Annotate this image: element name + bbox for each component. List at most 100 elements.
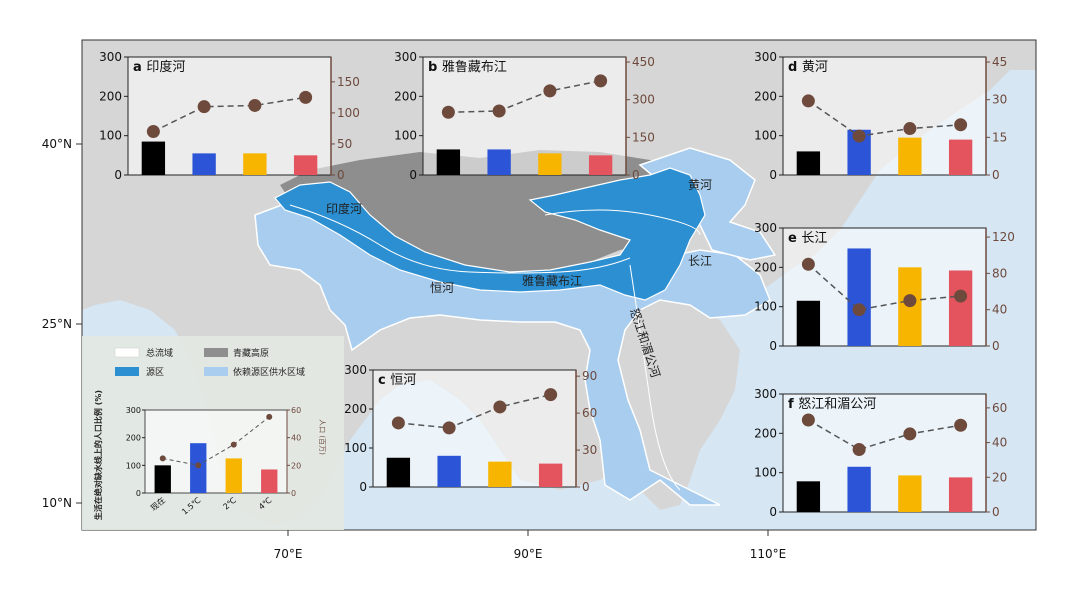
- legend-population-dot-4: [266, 413, 273, 420]
- bar-2: [847, 248, 871, 346]
- map-frame: [81, 39, 1037, 531]
- left-tick-label: 0: [114, 168, 122, 182]
- population-dot-3: [903, 122, 917, 136]
- bar-1: [436, 149, 461, 175]
- right-tick-label: 20: [992, 470, 1007, 484]
- bar-2: [437, 455, 461, 487]
- left-tick-label: 0: [409, 168, 417, 182]
- population-dot-4: [954, 289, 968, 303]
- legend-right-tick-label: 60: [291, 406, 301, 415]
- population-line: [153, 96, 306, 133]
- legend-population-dot-3: [230, 441, 237, 448]
- population-dot-3: [903, 294, 917, 308]
- inset-chart-a: 0 100 200 300 0 50 100 150 a 印度河: [99, 50, 360, 182]
- population-dot-2: [442, 421, 456, 435]
- population-dot-3: [493, 400, 507, 414]
- population-line: [807, 100, 961, 137]
- region-label-indus: 印度河: [326, 201, 362, 216]
- population-dot-4: [299, 90, 313, 104]
- legend-panel: 总流域 青藏高原 源区 依赖源区供水区域 01002003000204060现在…: [82, 336, 344, 530]
- bar-1: [796, 481, 821, 512]
- right-tick-label: 0: [582, 480, 590, 494]
- right-tick-label: 30: [992, 93, 1007, 107]
- right-tick-label: 60: [582, 406, 597, 420]
- legend-left-tick-label: 0: [136, 489, 141, 498]
- left-tick-label: 200: [394, 89, 417, 103]
- river-line: [629, 264, 681, 491]
- population-dot-1: [441, 105, 455, 119]
- right-tick-label: 0: [992, 168, 1000, 182]
- legend-bar-4: [261, 469, 278, 493]
- bar-2: [192, 153, 216, 175]
- right-tick-label: 0: [992, 505, 1000, 519]
- region-label-brahmaputra: 雅鲁藏布江: [522, 273, 582, 288]
- inset-chart-d: 0 100 200 300 0 15 30 45 d 黄河: [754, 50, 1007, 182]
- population-dot-1: [146, 125, 160, 139]
- bar-3: [488, 461, 512, 487]
- right-tick-label: 0: [337, 168, 345, 182]
- right-tick-label: 150: [337, 75, 360, 89]
- legend-bar-1: [154, 465, 171, 493]
- legend-label-source: 源区: [146, 367, 164, 378]
- right-tick-label: 30: [582, 443, 597, 457]
- bar-1: [386, 457, 411, 487]
- bar-1: [796, 151, 821, 175]
- legend-right-tick-label: 20: [291, 461, 301, 470]
- left-tick-label: 100: [754, 300, 777, 314]
- legend-left-tick-label: 100: [126, 461, 141, 470]
- lon-label-70: 70°E: [274, 547, 303, 561]
- inset-chart-c: 0 100 200 300 0 30 60 90 c 恒河: [344, 363, 597, 494]
- right-tick-label: 0: [992, 339, 1000, 353]
- legend-swatch-supply: [204, 367, 228, 376]
- left-tick-label: 100: [99, 129, 122, 143]
- population-dot-1: [391, 416, 405, 430]
- left-tick-label: 100: [754, 466, 777, 480]
- inset-title: e 长江: [788, 231, 827, 246]
- region-label-ganges: 恒河: [430, 281, 454, 295]
- population-dot-2: [492, 104, 506, 118]
- right-tick-label: 300: [632, 93, 655, 107]
- legend-population-dot-1: [159, 455, 166, 462]
- left-tick-label: 300: [754, 387, 777, 401]
- left-tick-label: 200: [754, 89, 777, 103]
- bar-4: [948, 270, 973, 346]
- legend-swatch-plateau: [204, 348, 228, 357]
- right-tick-label: 90: [582, 369, 597, 383]
- left-tick-label: 300: [99, 50, 122, 64]
- inset-chart-f: 0 100 200 300 0 20 40 60 f 怒江和湄公河: [754, 387, 1007, 519]
- bar-3: [243, 153, 267, 175]
- bar-4: [948, 477, 973, 512]
- legend-bar-3: [225, 458, 242, 493]
- right-tick-label: 450: [632, 55, 655, 69]
- legend-population-line: [162, 416, 270, 466]
- population-line: [807, 419, 961, 451]
- bar-1: [141, 141, 166, 175]
- bar-3: [898, 475, 922, 512]
- left-tick-label: 0: [769, 505, 777, 519]
- left-tick-label: 200: [344, 402, 367, 416]
- left-tick-label: 200: [754, 426, 777, 440]
- population-line: [398, 393, 551, 429]
- bar-1: [796, 300, 821, 346]
- legend-right-tick-label: 40: [291, 434, 301, 443]
- legend-swatch-source: [115, 367, 139, 376]
- right-tick-label: 120: [992, 230, 1015, 244]
- population-dot-4: [544, 388, 558, 402]
- population-dot-3: [248, 98, 262, 112]
- bar-4: [538, 463, 563, 487]
- bar-2: [847, 466, 871, 512]
- population-dot-1: [801, 94, 815, 108]
- population-dot-3: [903, 427, 917, 441]
- lat-label-40: 40°N: [42, 137, 72, 151]
- legend-right-tick-label: 0: [291, 489, 296, 498]
- river-line: [544, 209, 701, 236]
- inset-title: f 怒江和湄公河: [788, 397, 876, 412]
- right-tick-label: 50: [337, 137, 352, 151]
- legend-swatch-basin: [114, 347, 140, 358]
- left-tick-label: 300: [394, 50, 417, 64]
- legend-ylabel-left: 生活在绝对缺水线上的人口比例 (%): [93, 390, 103, 520]
- population-dot-4: [954, 118, 968, 132]
- inset-title: c 恒河: [378, 373, 416, 388]
- right-tick-label: 150: [632, 130, 655, 144]
